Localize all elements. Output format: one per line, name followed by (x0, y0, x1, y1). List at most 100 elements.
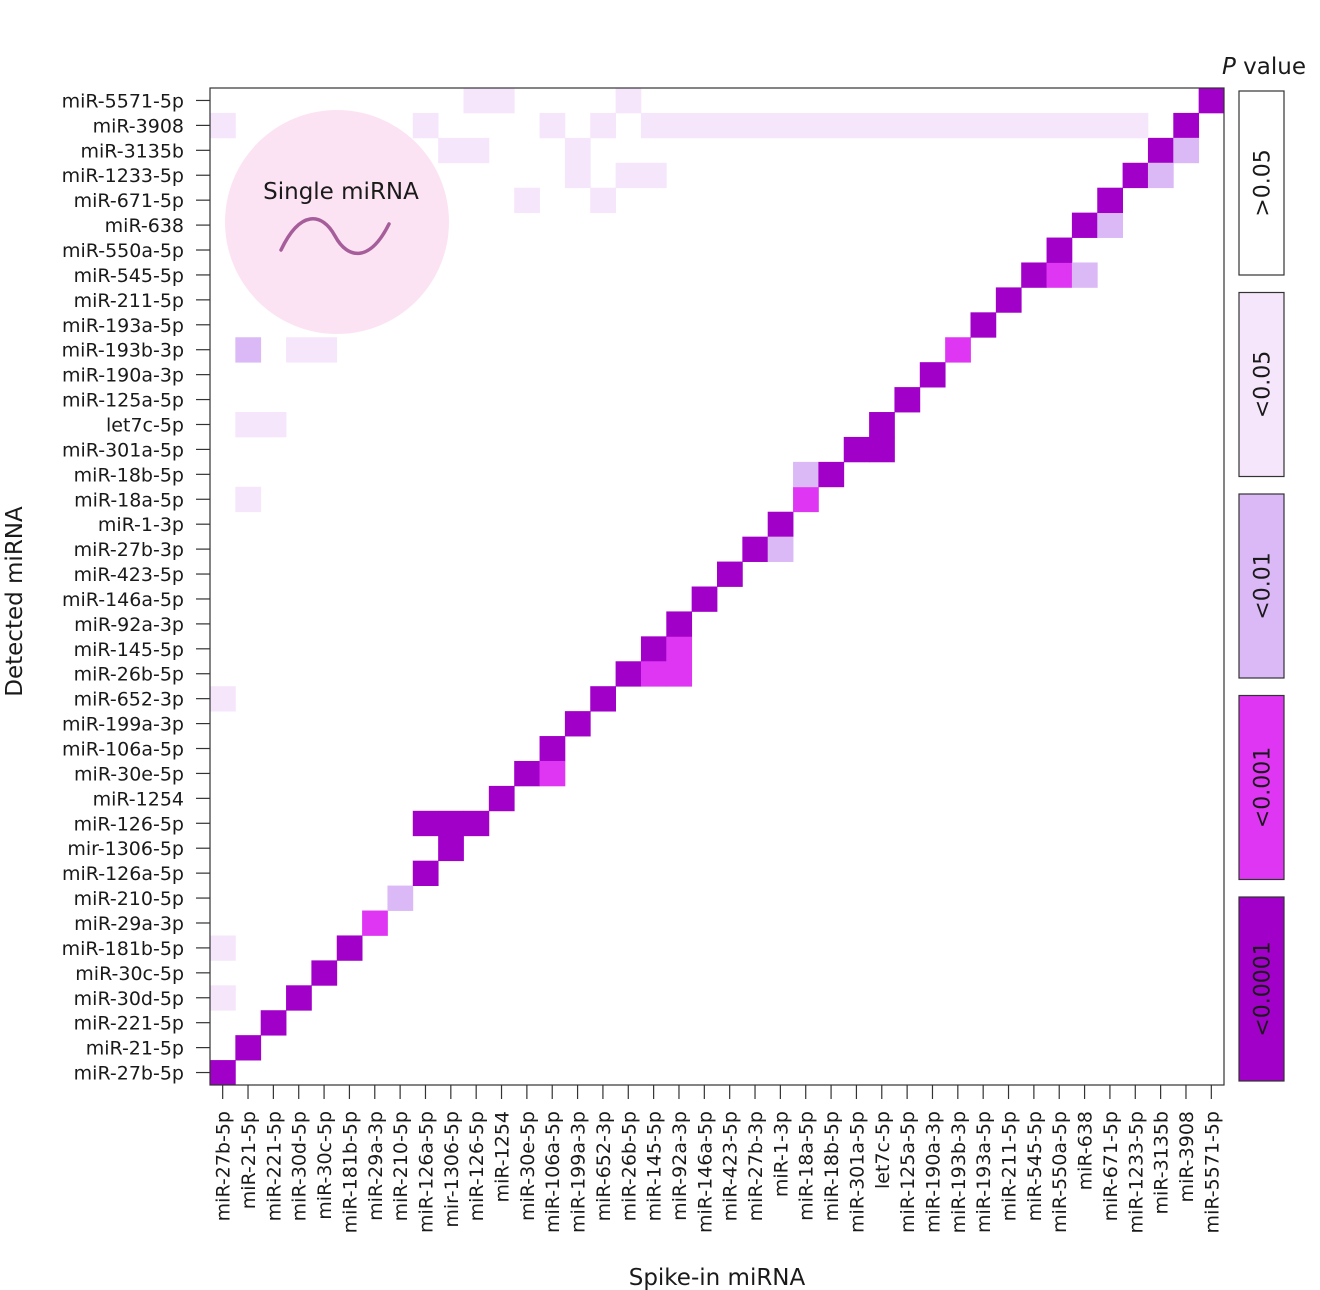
heatmap-cell (970, 112, 997, 139)
x-tick-label: miR-652-3p (593, 1111, 615, 1221)
heatmap-cell (235, 337, 262, 363)
y-tick-label: miR-18a-5p (74, 489, 184, 511)
heatmap-cell (463, 88, 490, 114)
heatmap-cell (235, 486, 262, 513)
x-tick-label: miR-3908 (1176, 1111, 1198, 1202)
heatmap-cell (210, 935, 236, 961)
x-tick-label: miR-210-5p (390, 1111, 412, 1221)
y-tick-label: miR-29a-3p (74, 913, 184, 935)
heatmap-cell (640, 162, 667, 189)
x-axis: miR-27b-5p miR-21-5p miR-221-5p miR-30d-5p m… (213, 1085, 1223, 1233)
heatmap-cell (1097, 187, 1123, 214)
heatmap-cell (615, 88, 642, 114)
y-tick-label: miR-423-5p (74, 564, 184, 586)
legend-title: P value (1222, 54, 1306, 80)
x-tick-label: miR-193a-5p (973, 1111, 995, 1233)
x-tick-label: miR-199a-3p (568, 1111, 590, 1233)
heatmap-cell (412, 810, 439, 837)
heatmap-cell (615, 661, 642, 687)
legend-label: <0.0001 (1251, 941, 1276, 1036)
heatmap-cell (1021, 262, 1047, 288)
y-tick-label: miR-27b-3p (74, 539, 184, 561)
y-tick-label: miR-21-5p (86, 1038, 184, 1060)
heatmap-cell (666, 611, 693, 637)
y-tick-label: miR-550a-5p (62, 240, 184, 262)
x-tick-label: miR-301a-5p (846, 1111, 868, 1233)
x-tick-label: miR-1254 (492, 1111, 514, 1202)
heatmap-cell (590, 686, 616, 712)
y-tick-label: let7c-5p (106, 414, 184, 436)
y-tick-label: miR-190a-3p (62, 365, 184, 387)
wave-icon (279, 217, 391, 255)
heatmap-cell (590, 187, 616, 214)
heatmap-cell (235, 412, 262, 438)
heatmap-cell (311, 960, 338, 986)
legend: P value >0.05 <0.05 <0.01 <0.001 <0.0001 (1222, 54, 1306, 1082)
heatmap-cell (1097, 212, 1123, 238)
heatmap-cell (1071, 112, 1098, 139)
heatmap-cell (1173, 137, 1200, 164)
y-tick-label: miR-652-3p (74, 689, 184, 711)
heatmap-cell (945, 112, 971, 139)
heatmap-cell (767, 511, 794, 538)
heatmap-cell (590, 112, 616, 139)
y-tick-label: miR-125a-5p (62, 390, 184, 412)
x-tick-label: miR-193b-3p (948, 1111, 970, 1233)
y-tick-label: miR-18b-5p (74, 464, 184, 486)
heatmap-cell (894, 387, 921, 413)
y-tick-label: miR-1-3p (98, 514, 184, 536)
heatmap-cell (210, 112, 236, 139)
heatmap-cell (387, 885, 414, 911)
heatmap-cell (767, 112, 794, 139)
y-tick-label: miR-181b-5p (62, 938, 184, 960)
heatmap-cell (666, 112, 693, 139)
heatmap-cell (564, 162, 591, 189)
x-tick-label: miR-671-5p (1100, 1111, 1122, 1221)
heatmap-cell (235, 1035, 262, 1061)
heatmap-cell (1147, 137, 1174, 164)
heatmap-cell (995, 112, 1022, 139)
y-tick-label: miR-211-5p (74, 290, 184, 312)
x-tick-label: miR-106a-5p (542, 1111, 564, 1233)
x-tick-label: miR-423-5p (720, 1111, 742, 1221)
single-mirna-inset: Single miRNA (225, 110, 449, 334)
x-axis-title: Spike-in miRNA (629, 1265, 806, 1290)
x-tick-label: miR-30d-5p (289, 1111, 311, 1221)
y-tick-label: miR-30d-5p (74, 988, 184, 1010)
heatmap-cell (286, 337, 312, 363)
heatmap-cell (1198, 88, 1225, 114)
legend-title-value: value (1236, 54, 1306, 80)
y-axis: miR-27b-5p miR-21-5p miR-221-5p miR-30d-5p m… (62, 90, 210, 1085)
heatmap-cell (843, 112, 870, 139)
y-tick-label: miR-199a-3p (62, 714, 184, 736)
heatmap-cell (742, 112, 769, 139)
x-tick-label: miR-126-5p (466, 1111, 488, 1221)
heatmap-cell (843, 436, 870, 463)
heatmap-cell (1021, 112, 1047, 139)
legend-swatch (1238, 493, 1285, 679)
heatmap-cell (640, 112, 667, 139)
y-tick-label: miR-638 (105, 215, 184, 237)
heatmap-cell (640, 661, 667, 687)
x-tick-label: miR-18b-5p (821, 1111, 843, 1221)
heatmap-cell (691, 112, 718, 139)
heatmap-cell (210, 1060, 236, 1086)
plot-frame (209, 87, 1225, 1086)
heatmap-cell (919, 362, 946, 388)
heatmap-cell (210, 686, 236, 712)
heatmap-cell (717, 561, 743, 587)
heatmap-cell (539, 760, 566, 787)
y-tick-label: miR-210-5p (74, 888, 184, 910)
heatmap-cell (1122, 112, 1149, 139)
heatmap-cell (767, 536, 794, 562)
heatmap-cell (412, 112, 439, 139)
y-tick-label: miR-106a-5p (62, 739, 184, 761)
x-tick-label: miR-29a-3p (365, 1111, 387, 1221)
heatmap-cell (793, 461, 819, 488)
heatmap-cell (1071, 212, 1098, 238)
heatmap-cell (463, 137, 490, 164)
y-tick-label: miR-1233-5p (62, 165, 184, 187)
legend-label: <0.05 (1251, 351, 1276, 418)
legend-label: >0.05 (1251, 149, 1276, 216)
